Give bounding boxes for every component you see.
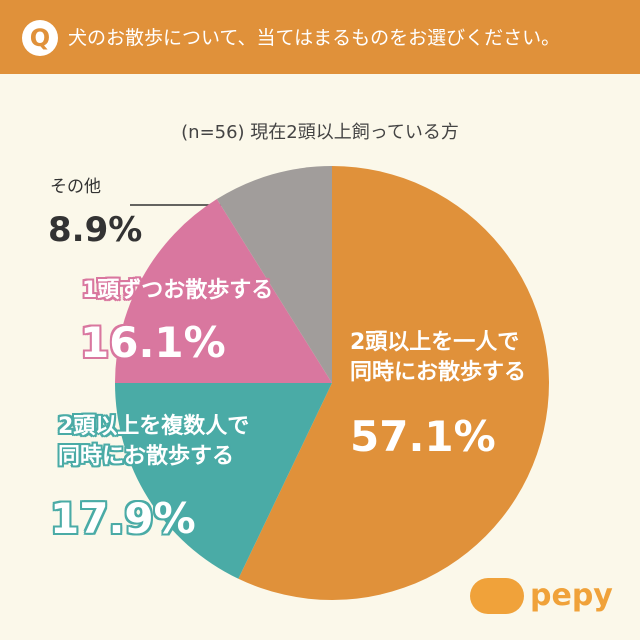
category-label: 2頭以上を一人で 同時にお散歩する <box>350 330 527 385</box>
category-label: その他 <box>50 177 101 197</box>
logo-icon <box>470 578 524 614</box>
category-label: 2頭以上を複数人で 同時にお散歩する <box>58 414 250 469</box>
pie-slice <box>216 166 332 383</box>
question-badge: Q <box>22 20 58 56</box>
value-label: 8.9% <box>48 210 143 250</box>
logo: pepy <box>530 578 613 613</box>
header-bar: Q 犬のお散歩について、当てはまるものをお選びください。 <box>0 0 640 74</box>
pie-slice <box>115 383 332 579</box>
chart-title: 犬のお散歩について、当てはまるものをお選びください。 <box>68 27 561 49</box>
chart-subtitle: (n=56) 現在2頭以上飼っている方 <box>181 122 459 143</box>
pie-slice <box>115 199 332 383</box>
category-label: 1頭ずつお散歩する <box>82 278 274 303</box>
pie-slice <box>238 166 549 600</box>
value-label: 57.1% <box>350 412 496 461</box>
value-label: 16.1% <box>80 318 226 367</box>
value-label: 17.9% <box>50 494 196 543</box>
